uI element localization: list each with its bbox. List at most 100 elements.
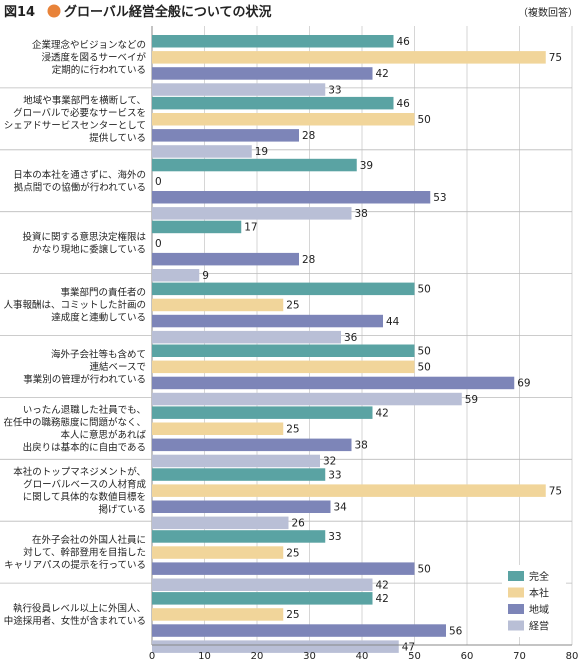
- x-tick-label: 80: [566, 651, 579, 662]
- legend-label-地域: 地域: [529, 603, 549, 616]
- legend-swatch-地域: [508, 604, 524, 614]
- category-label-line: 提供している: [89, 132, 146, 144]
- category-labels: 企業理念やビジョンなどの浸透度を図るサーベイが定期的に行われている地域や事業部門…: [3, 39, 146, 627]
- bar-本社-2: [152, 113, 415, 126]
- x-tick-label: 10: [198, 651, 211, 662]
- bar-value-label: 36: [344, 332, 358, 344]
- bar-value-label: 42: [376, 68, 389, 80]
- bar-経営-7: [152, 454, 320, 468]
- bar-value-label: 50: [418, 346, 431, 358]
- bar-完全-7: [152, 406, 373, 419]
- category-label-10: 執行役員レベル以上に外国人、中途採用者、女性が含まれている: [4, 602, 146, 627]
- legend-swatch-本社: [508, 587, 524, 598]
- bar-value-label: 50: [418, 114, 431, 126]
- bar-value-label: 17: [244, 222, 257, 234]
- bar-完全-5: [152, 282, 415, 296]
- bar-本社-5: [152, 298, 284, 312]
- bar-地域-6: [152, 376, 515, 390]
- category-label-line: グローバルで必要なサービスを: [13, 107, 146, 119]
- category-label-line: 連結ベースで: [89, 361, 146, 373]
- legend-label-経営: 経営: [529, 620, 549, 633]
- category-label-line: かなり現地に委譲している: [32, 243, 146, 255]
- x-tick-label: 30: [303, 651, 316, 662]
- bar-value-label: 0: [155, 176, 162, 188]
- bar-value-label: 33: [328, 531, 341, 543]
- bar-地域-3: [152, 191, 431, 204]
- category-label-line: 投資に関する意思決定権限は: [22, 231, 146, 243]
- bar-経営-5: [152, 330, 341, 344]
- plot-area: 46 46 39 17 50 50 42 33 33 42 75 50 0 0 25 50 25 75 25 25 42…: [152, 35, 562, 653]
- bar-value-label: 56: [449, 625, 463, 637]
- bar-地域-1: [152, 67, 373, 80]
- category-label-line: 海外子会社等も含めて: [51, 348, 146, 360]
- bar-完全-2: [152, 96, 394, 110]
- legend-swatch-完全: [508, 571, 524, 581]
- bar-value-label: 53: [433, 192, 446, 204]
- bar-value-label: 46: [397, 98, 411, 110]
- bar-経営-10: [152, 640, 399, 653]
- title-bullet-icon: [47, 4, 61, 18]
- category-label-line: 達成度と連動している: [51, 312, 146, 324]
- category-label-line: 在任中の職務態度に問題がなく、: [3, 417, 146, 429]
- bar-value-label: 46: [397, 36, 411, 48]
- bar-地域-7: [152, 438, 352, 452]
- bar-value-label: 0: [155, 238, 162, 250]
- bar-経営-2: [152, 145, 252, 158]
- bar-経営-1: [152, 83, 326, 96]
- bar-完全-9: [152, 530, 326, 543]
- figure-number: 図14: [4, 5, 35, 20]
- category-label-line: 中途採用者、女性が含まれている: [4, 615, 146, 627]
- bar-完全-6: [152, 344, 415, 357]
- bar-本社-7: [152, 422, 284, 435]
- chart-note: （複数回答）: [518, 6, 578, 19]
- category-label-line: 浸透度を図るサーベイが: [41, 51, 146, 63]
- category-label-line: 企業理念やビジョンなどの: [32, 39, 146, 51]
- bar-value-label: 50: [418, 284, 431, 296]
- category-label-line: 拠点間での協働が行われている: [14, 182, 146, 194]
- category-label-line: グローバルベースの人材育成: [23, 479, 146, 491]
- legend-swatch-経営: [508, 620, 524, 631]
- bar-value-label: 75: [549, 485, 562, 497]
- bar-value-label: 39: [360, 160, 373, 172]
- category-label-line: 日本の本社を通さずに、海外の: [13, 169, 146, 181]
- bar-経営-4: [152, 269, 200, 282]
- bar-value-label: 42: [376, 407, 389, 419]
- chart-title: グローバル経営全般についての状況: [64, 4, 271, 20]
- category-label-line: 地域や事業部門を横断して、: [23, 95, 146, 107]
- bar-地域-5: [152, 314, 383, 328]
- bar-value-label: 44: [386, 316, 400, 328]
- bar-value-label: 25: [286, 300, 299, 312]
- category-label-line: 定期的に行われている: [52, 64, 146, 76]
- bar-地域-8: [152, 500, 331, 513]
- bar-経営-6: [152, 392, 462, 406]
- bar-value-label: 32: [323, 456, 336, 468]
- x-tick-label: 50: [408, 651, 421, 662]
- bar-value-label: 33: [328, 469, 341, 481]
- category-label-2: 地域や事業部門を横断して、グローバルで必要なサービスをシェアドサービスセンターと…: [4, 95, 146, 145]
- bar-value-label: 33: [328, 84, 341, 96]
- x-tick-label: 20: [251, 651, 264, 662]
- category-label-line: 在外子会社の外国人社員に: [32, 534, 146, 546]
- bar-value-label: 28: [302, 130, 315, 142]
- bar-value-label: 34: [334, 502, 348, 514]
- category-label-line: キャリアパスの提示を行っている: [4, 559, 146, 571]
- bar-value-label: 19: [255, 146, 268, 158]
- bar-value-label: 42: [376, 593, 389, 605]
- bar-value-label: 75: [549, 52, 562, 64]
- bar-地域-9: [152, 562, 415, 575]
- legend-label-完全: 完全: [529, 570, 549, 583]
- bar-完全-10: [152, 592, 373, 605]
- bar-value-label: 42: [376, 580, 389, 592]
- x-axis: 0 10 20 30 40 50 60 70 80: [149, 644, 579, 662]
- bar-value-label: 25: [286, 547, 299, 559]
- category-label-line: いったん退職した社員でも、: [23, 404, 146, 416]
- category-label-line: 掲げている: [98, 504, 146, 516]
- category-label-line: 事業別の管理が行われている: [23, 373, 146, 385]
- bar-value-label: 47: [402, 641, 415, 653]
